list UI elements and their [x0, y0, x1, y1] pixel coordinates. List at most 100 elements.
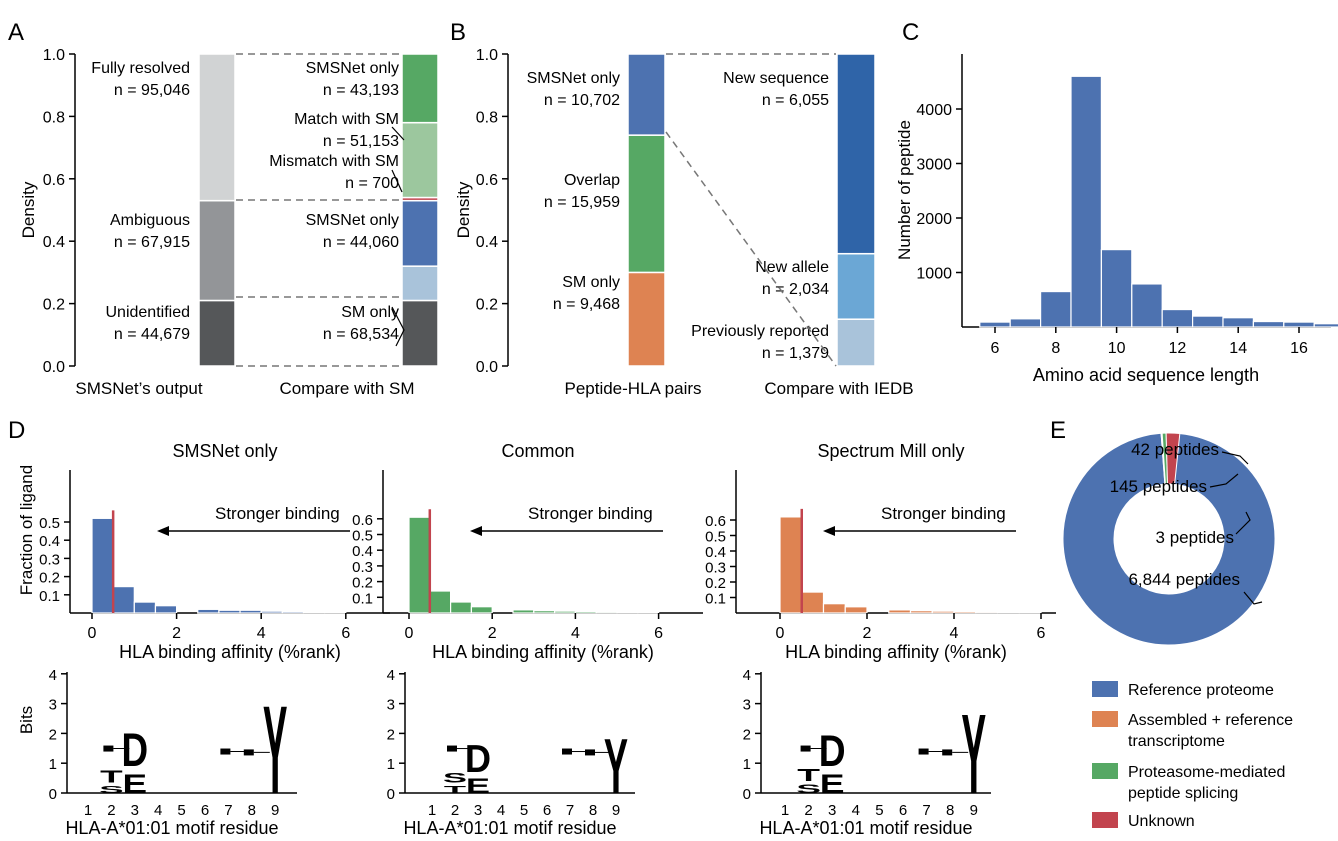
bar — [1100, 249, 1133, 328]
y-tick-label: 2 — [387, 726, 395, 743]
segment-name-label: Mismatch with SM — [269, 153, 399, 170]
segment-name-label: New sequence — [723, 70, 829, 87]
bar-segment — [401, 199, 439, 267]
bar-segment — [401, 299, 439, 367]
bar — [553, 610, 576, 614]
y-tick-label: 3000 — [916, 157, 952, 174]
x-tick-label: 5 — [520, 802, 528, 819]
x-tick-label: 8 — [1051, 340, 1060, 357]
logo-letter: S — [443, 770, 467, 785]
bar — [844, 606, 868, 614]
minor-residue-mark — [243, 749, 254, 756]
y-tick-label: 1.0 — [43, 47, 65, 64]
logo-letter: E — [820, 769, 845, 799]
x-axis-label: HLA-A*01:01 motif residue — [65, 818, 278, 838]
bar — [975, 611, 999, 614]
x-tick-label: 8 — [589, 802, 597, 819]
x-axis-label: HLA binding affinity (%rank) — [432, 642, 654, 662]
bar-segment — [198, 299, 236, 367]
legend-label: Assembled + reference transcriptome — [1128, 712, 1293, 750]
bar — [1222, 317, 1254, 328]
bar — [154, 605, 178, 614]
bar — [801, 591, 825, 614]
x-tick-label: 7 — [922, 802, 930, 819]
bar — [429, 590, 452, 614]
segment-count-label: n = 15,959 — [544, 194, 620, 211]
bar — [302, 611, 326, 614]
x-tick-label: 2 — [107, 802, 115, 819]
bar-segment — [401, 121, 439, 199]
segment-count-label: n = 44,060 — [323, 234, 399, 251]
segment-count-label: n = 10,702 — [544, 92, 620, 109]
y-tick-label: 0.1 — [39, 588, 60, 605]
y-tick-label: 0.8 — [476, 109, 498, 126]
x-tick-label: 6 — [341, 625, 350, 642]
bar — [779, 516, 803, 614]
y-tick-label: 0.0 — [43, 359, 65, 376]
logo-letter: T — [100, 767, 123, 787]
bar-segment — [836, 318, 876, 367]
bar — [1283, 321, 1315, 328]
y-tick-label: 1.0 — [476, 47, 498, 64]
x-tick-label: 0 — [88, 625, 97, 642]
annotation-label: Stronger binding — [881, 504, 1006, 523]
x-tick-label: 14 — [1229, 340, 1247, 357]
bar-segment — [627, 271, 666, 367]
y-tick-label: 0.3 — [39, 551, 60, 568]
x-tick-label: 3 — [131, 802, 139, 819]
leader-line — [1209, 473, 1239, 488]
bar — [239, 609, 262, 614]
bar — [1018, 611, 1042, 614]
bar — [324, 611, 347, 614]
logo-letter: Y — [961, 691, 986, 817]
minor-residue-mark — [103, 745, 114, 752]
y-tick-label: 0.8 — [43, 109, 65, 126]
legend-swatch — [1092, 711, 1118, 727]
minor-residue-mark — [800, 745, 811, 752]
y-axis-label: Number of peptide — [895, 120, 914, 260]
segment-count-label: n = 68,534 — [323, 326, 399, 343]
y-tick-label: 0.4 — [476, 234, 498, 251]
x-tick-label: 2 — [451, 802, 459, 819]
y-tick-label: 0 — [387, 786, 395, 803]
panel-letter-a: A — [8, 19, 24, 46]
y-tick-label: 1 — [743, 756, 751, 773]
bar — [1252, 320, 1285, 328]
panel-letter-d: D — [8, 417, 25, 444]
segment-count-label: n = 700 — [345, 175, 399, 192]
segment-name-label: Ambiguous — [110, 212, 190, 229]
y-tick-label: 0.5 — [705, 529, 726, 546]
y-tick-label: 0.6 — [476, 172, 498, 189]
bar-segment — [401, 265, 439, 302]
minor-residue-mark — [447, 745, 457, 752]
logo-letter: Y — [604, 723, 628, 810]
x-axis-label: HLA binding affinity (%rank) — [119, 642, 341, 662]
y-tick-label: 0.2 — [39, 570, 60, 587]
bar — [533, 610, 556, 614]
x-tick-label: 7 — [566, 802, 574, 819]
logo-letter: D — [819, 726, 846, 776]
logo-letter: E — [466, 775, 490, 798]
bar-segment — [836, 53, 876, 255]
bar-category-label: Peptide-HLA pairs — [564, 379, 701, 398]
y-tick-label: 1000 — [916, 266, 952, 283]
x-tick-label: 10 — [1108, 340, 1126, 357]
legend-swatch — [1092, 812, 1118, 828]
slice-label: 6,844 peptides — [1128, 570, 1240, 589]
x-tick-label: 6 — [201, 802, 209, 819]
segment-count-label: n = 44,679 — [114, 326, 190, 343]
segment-count-label: n = 9,468 — [553, 296, 620, 313]
x-tick-label: 16 — [1290, 340, 1308, 357]
logo-letter: D — [465, 737, 491, 780]
x-tick-label: 2 — [488, 625, 497, 642]
y-tick-label: 0.6 — [705, 513, 726, 530]
segment-name-label: Overlap — [564, 172, 620, 189]
logo-letter: S — [99, 783, 124, 795]
x-tick-label: 2 — [863, 625, 872, 642]
x-tick-label: 4 — [571, 625, 580, 642]
x-axis-label: Amino acid sequence length — [1033, 365, 1259, 385]
y-tick-label: 0.2 — [476, 297, 498, 314]
donut-slice — [1062, 432, 1276, 646]
segment-count-label: n = 2,034 — [762, 281, 829, 298]
